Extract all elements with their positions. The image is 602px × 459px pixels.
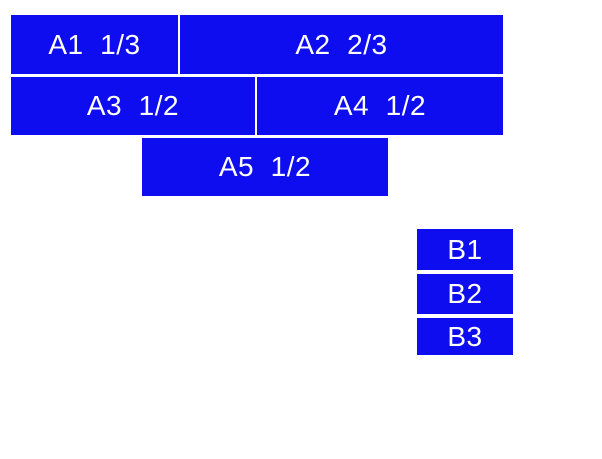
block-a2[interactable]: A2 2/3 bbox=[180, 15, 503, 74]
block-a5[interactable]: A5 1/2 bbox=[142, 138, 388, 196]
block-b1[interactable]: B1 bbox=[417, 229, 513, 270]
block-a3[interactable]: A3 1/2 bbox=[11, 77, 255, 135]
block-b2[interactable]: B2 bbox=[417, 274, 513, 314]
block-a1[interactable]: A1 1/3 bbox=[11, 15, 178, 74]
block-b3[interactable]: B3 bbox=[417, 318, 513, 355]
block-a4[interactable]: A4 1/2 bbox=[257, 77, 503, 135]
